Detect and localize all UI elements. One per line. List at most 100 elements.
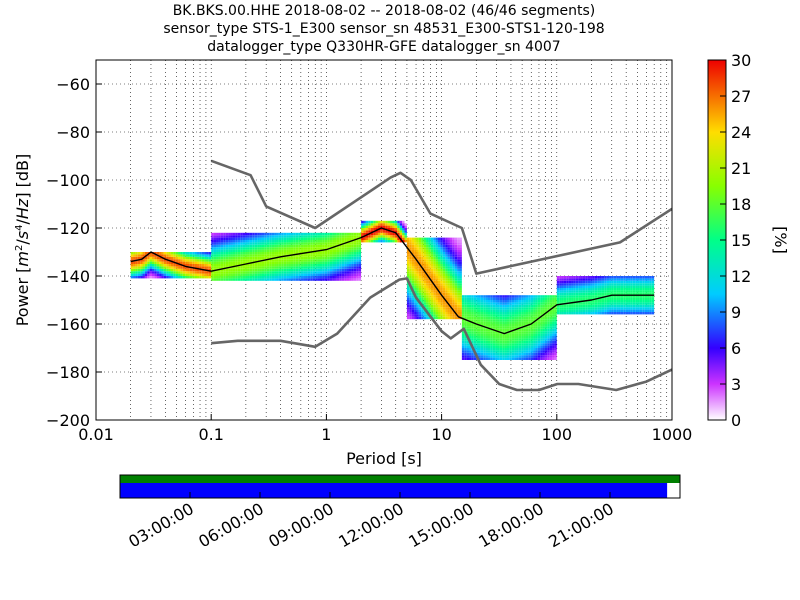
density-cell bbox=[353, 254, 357, 257]
density-cell bbox=[409, 237, 412, 240]
density-cell bbox=[582, 307, 586, 310]
density-cell bbox=[609, 292, 612, 296]
density-cell bbox=[440, 297, 443, 300]
density-cell bbox=[473, 336, 477, 339]
density-cell bbox=[485, 324, 488, 327]
density-cell bbox=[208, 276, 212, 279]
density-cell bbox=[452, 259, 455, 262]
density-cell bbox=[235, 235, 238, 238]
density-cell bbox=[483, 312, 486, 315]
density-cell bbox=[473, 297, 477, 300]
density-cell bbox=[423, 249, 427, 252]
density-cell bbox=[616, 292, 619, 296]
density-cell bbox=[402, 228, 405, 231]
density-cell bbox=[442, 259, 446, 262]
density-cell bbox=[271, 237, 275, 240]
density-cell bbox=[406, 292, 410, 296]
density-cell bbox=[459, 259, 462, 262]
density-cell bbox=[452, 314, 455, 317]
density-cell bbox=[247, 256, 250, 260]
density-cell bbox=[492, 324, 496, 327]
density-cell bbox=[483, 316, 486, 320]
density-cell bbox=[387, 240, 391, 243]
density-cell bbox=[601, 312, 605, 315]
density-cell bbox=[213, 256, 217, 260]
density-cell bbox=[620, 307, 624, 310]
density-cell bbox=[437, 271, 441, 274]
density-cell bbox=[327, 273, 330, 276]
density-cell bbox=[544, 338, 548, 341]
density-cell bbox=[433, 295, 436, 298]
density-cell bbox=[618, 292, 621, 296]
density-cell bbox=[454, 278, 458, 281]
density-cell bbox=[613, 309, 617, 312]
density-cell bbox=[411, 300, 415, 303]
density-cell bbox=[283, 249, 287, 252]
density-cell bbox=[220, 237, 224, 240]
density-cell bbox=[495, 314, 498, 317]
density-cell bbox=[281, 266, 284, 269]
density-cell bbox=[206, 259, 209, 262]
density-cell bbox=[585, 290, 588, 293]
density-cell bbox=[406, 283, 410, 286]
density-cell bbox=[358, 261, 362, 264]
density-cell bbox=[435, 278, 438, 281]
density-cell bbox=[414, 283, 417, 286]
density-cell bbox=[329, 249, 333, 252]
density-cell bbox=[433, 312, 436, 315]
density-cell bbox=[540, 319, 543, 322]
density-cell bbox=[336, 254, 340, 257]
density-cell bbox=[416, 242, 419, 245]
density-cell bbox=[635, 285, 638, 288]
density-cell bbox=[490, 316, 493, 320]
density-cell bbox=[322, 237, 325, 240]
density-cell bbox=[406, 288, 410, 291]
density-cell bbox=[281, 278, 284, 281]
density-cell bbox=[530, 348, 534, 351]
density-cell bbox=[332, 244, 335, 248]
density-cell bbox=[247, 242, 250, 245]
density-cell bbox=[430, 247, 434, 250]
density-cell bbox=[469, 331, 472, 334]
density-cell bbox=[623, 288, 626, 291]
density-cell bbox=[144, 264, 148, 267]
density-cell bbox=[487, 357, 491, 360]
density-cell bbox=[324, 278, 328, 281]
density-cell bbox=[447, 312, 450, 315]
density-cell bbox=[445, 247, 448, 250]
density-cell bbox=[649, 280, 652, 284]
density-cell bbox=[594, 292, 598, 296]
density-cell bbox=[516, 312, 519, 315]
density-cell bbox=[418, 276, 422, 279]
density-cell bbox=[461, 312, 465, 315]
density-cell bbox=[288, 237, 291, 240]
density-cell bbox=[237, 266, 241, 269]
density-cell bbox=[196, 261, 200, 264]
density-cell bbox=[549, 357, 553, 360]
density-cell bbox=[651, 309, 655, 312]
density-cell bbox=[433, 249, 436, 252]
density-cell bbox=[264, 273, 267, 276]
density-cell bbox=[644, 280, 648, 284]
density-cell bbox=[154, 261, 157, 264]
density-cell bbox=[433, 300, 436, 303]
density-cell bbox=[490, 314, 493, 317]
density-cell bbox=[358, 273, 362, 276]
density-cell bbox=[252, 256, 255, 260]
density-cell bbox=[599, 302, 602, 305]
density-cell bbox=[469, 312, 472, 315]
density-cell bbox=[632, 297, 636, 300]
density-cell bbox=[611, 302, 614, 305]
density-cell bbox=[223, 264, 226, 267]
density-cell bbox=[604, 300, 607, 303]
density-cell bbox=[597, 278, 600, 281]
density-cell bbox=[552, 331, 555, 334]
density-cell bbox=[322, 244, 325, 248]
density-cell bbox=[525, 319, 529, 322]
density-cell bbox=[385, 225, 388, 228]
density-cell bbox=[261, 266, 265, 269]
density-cell bbox=[247, 278, 250, 281]
density-cell bbox=[348, 254, 352, 257]
density-cell bbox=[216, 259, 219, 262]
density-cell bbox=[196, 273, 200, 276]
